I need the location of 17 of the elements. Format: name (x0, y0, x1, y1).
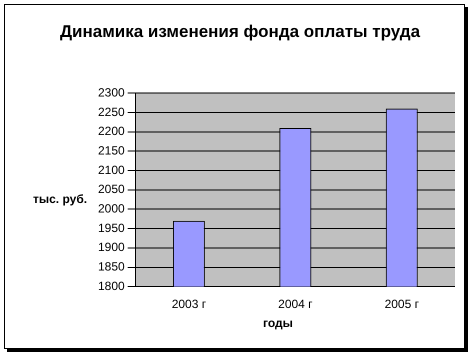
y-tick-label: 1950 (98, 220, 126, 235)
y-tick-label: 1850 (98, 260, 126, 274)
y-tick-label: 1800 (98, 278, 126, 293)
y-tick-label: 2100 (98, 162, 126, 177)
y-tick-label: 2300 (98, 86, 126, 100)
y-tick-label: 2250 (98, 104, 126, 119)
y-axis-title: тыс. руб. (33, 192, 88, 206)
y-tick-label: 2150 (98, 144, 126, 158)
y-tick-label: 1900 (98, 240, 126, 254)
x-tick-label: 2005 г (384, 297, 420, 312)
x-axis-title: годы (263, 316, 293, 330)
x-tick-label: 2004 г (278, 297, 314, 312)
y-tick-label: 2050 (98, 182, 126, 196)
chart-title: Динамика изменения фонда оплаты труда (58, 21, 422, 43)
x-tick-label: 2003 г (172, 297, 207, 312)
y-tick-label: 2000 (98, 202, 126, 216)
y-tick-label: 2200 (98, 124, 126, 138)
